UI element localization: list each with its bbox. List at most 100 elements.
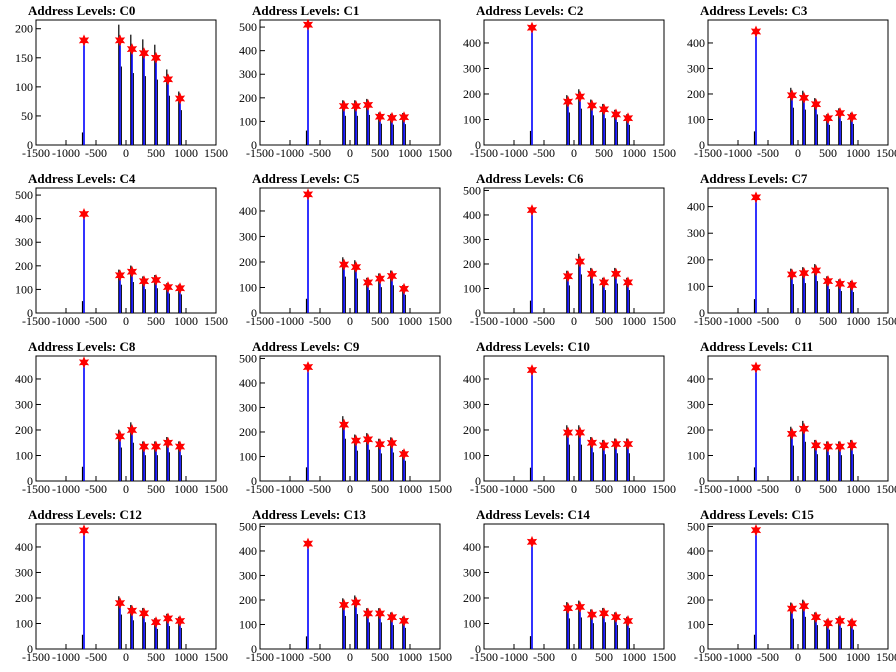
plot-frame (35, 19, 217, 146)
peak-marker (362, 276, 374, 289)
x-tick-label: 0 (795, 482, 801, 496)
y-tick-label: 0 (251, 138, 257, 152)
y-tick-label: 300 (463, 565, 481, 579)
plot-frame (483, 523, 665, 650)
peak-marker (750, 191, 762, 204)
x-tick-label: -1500 (246, 482, 274, 496)
peak-marker (810, 264, 822, 277)
x-tick-label: -1500 (694, 314, 722, 328)
peak-marker (174, 440, 186, 453)
x-tick-label: -1500 (22, 314, 50, 328)
y-tick-label: 300 (239, 400, 257, 414)
peak-marker (338, 258, 350, 271)
peak-marker (786, 89, 798, 102)
peak-marker (150, 274, 162, 286)
peak-marker (162, 281, 174, 294)
histogram-plot: Address Levels: C8 0 100 200 300 400 -1500 -100… (15, 339, 228, 496)
peak-marker (78, 524, 90, 537)
chart-title: Address Levels: C9 (252, 339, 360, 354)
chart-title: Address Levels: C14 (476, 507, 590, 522)
histogram-panel: Address Levels: C8 0 100 200 300 400 -1500 -100… (0, 336, 228, 504)
peak-marker (586, 99, 598, 112)
y-tick-label: 200 (463, 257, 481, 271)
x-tick-label: 500 (147, 650, 165, 664)
y-tick-label: 200 (463, 423, 481, 437)
x-tick-label: 0 (795, 314, 801, 328)
y-tick-label: 300 (463, 397, 481, 411)
y-tick-label: 300 (463, 232, 481, 246)
x-tick-label: 1500 (652, 314, 676, 328)
peak-marker (822, 112, 834, 125)
x-tick-label: 1000 (398, 314, 422, 328)
y-tick-label: 400 (687, 200, 705, 214)
peak-marker (786, 602, 798, 615)
y-tick-label: 0 (27, 138, 33, 152)
peak-marker (138, 47, 150, 60)
y-tick-label: 500 (239, 20, 257, 34)
x-tick-label: 1500 (428, 314, 452, 328)
x-tick-label: -1500 (470, 650, 498, 664)
plot-frame (483, 355, 665, 482)
y-tick-label: 200 (15, 591, 33, 605)
peak-marker (350, 100, 362, 113)
x-tick-label: -500 (85, 146, 107, 160)
x-tick-label: 1000 (846, 314, 870, 328)
x-tick-label: -1500 (246, 146, 274, 160)
peak-marker (362, 607, 374, 620)
y-tick-label: 300 (15, 565, 33, 579)
peak-marker (138, 440, 150, 453)
plot-frame (259, 187, 441, 314)
x-tick-label: 0 (571, 482, 577, 496)
y-tick-label: 200 (239, 91, 257, 105)
plot-frame (707, 355, 889, 482)
peak-marker (78, 207, 90, 220)
x-tick-label: 1500 (204, 482, 228, 496)
y-tick-label: 200 (15, 259, 33, 273)
plot-frame (483, 187, 665, 314)
peak-marker (846, 279, 858, 292)
peak-marker (798, 267, 810, 280)
peak-marker (302, 188, 314, 201)
x-tick-label: 1000 (398, 650, 422, 664)
x-tick-label: -500 (309, 650, 331, 664)
histogram-panel: Address Levels: C3 0 100 200 300 400 -1500 -100… (672, 0, 896, 168)
peak-marker (150, 51, 162, 64)
y-tick-label: 200 (239, 425, 257, 439)
x-tick-label: 1500 (204, 146, 228, 160)
y-tick-label: 300 (239, 67, 257, 81)
y-tick-label: 400 (463, 372, 481, 386)
peak-marker (174, 92, 186, 105)
peak-marker (338, 418, 350, 431)
y-tick-label: 400 (15, 540, 33, 554)
x-tick-label: -1000 (724, 314, 752, 328)
x-tick-label: 1000 (846, 482, 870, 496)
y-tick-label: 300 (463, 61, 481, 75)
y-tick-label: 300 (15, 235, 33, 249)
peak-marker (834, 277, 846, 290)
y-tick-label: 0 (699, 642, 705, 656)
x-tick-label: 0 (347, 146, 353, 160)
x-tick-label: -1000 (724, 482, 752, 496)
x-tick-label: 0 (123, 482, 129, 496)
peak-marker (822, 275, 834, 288)
histogram-panel: Address Levels: C12 0 100 200 300 400 -1500 -10… (0, 504, 228, 672)
x-tick-label: -1000 (276, 650, 304, 664)
x-tick-label: -1500 (22, 650, 50, 664)
peak-marker (386, 111, 398, 124)
y-tick-label: 50 (21, 109, 33, 123)
x-tick-label: 500 (819, 650, 837, 664)
x-tick-label: -1000 (500, 650, 528, 664)
peak-marker (574, 255, 586, 268)
x-tick-label: 500 (371, 482, 389, 496)
peak-marker (126, 43, 138, 56)
y-tick-label: 100 (15, 448, 33, 462)
peak-marker (138, 275, 150, 288)
y-tick-label: 400 (239, 44, 257, 58)
y-tick-label: 300 (687, 397, 705, 411)
x-tick-label: -1000 (724, 146, 752, 160)
y-tick-label: 200 (239, 255, 257, 269)
x-tick-label: -1000 (52, 146, 80, 160)
peak-marker (562, 95, 574, 108)
x-tick-label: 0 (571, 650, 577, 664)
peak-marker (834, 440, 846, 453)
